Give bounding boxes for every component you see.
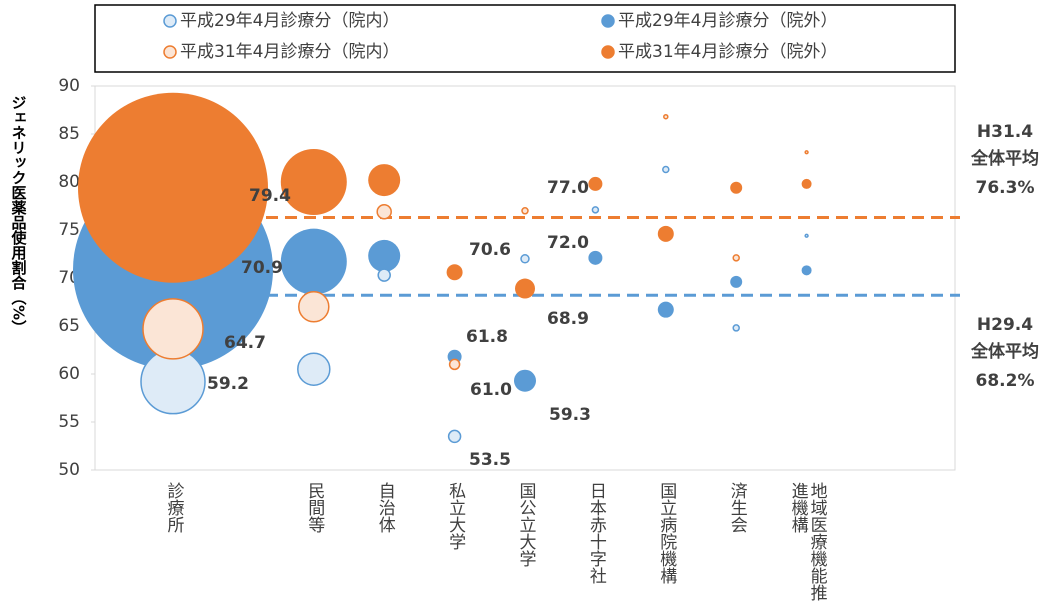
x-tick-label: 日本赤十字社 (585, 482, 606, 584)
bubble (142, 298, 204, 360)
bubble (298, 291, 330, 323)
bubble (377, 268, 391, 282)
data-label: 59.2 (207, 374, 249, 394)
bubble (591, 206, 600, 214)
y-tick-label: 90 (58, 76, 80, 96)
bubble (368, 164, 401, 197)
bubble (78, 92, 268, 283)
data-label: 77.0 (547, 178, 589, 198)
legend-marker (163, 14, 177, 28)
y-axis-label: ジェネリック医薬品使用割合（%） (9, 95, 28, 336)
legend-marker (601, 45, 615, 59)
bubble (801, 178, 812, 189)
bubble (447, 429, 462, 444)
bubble (520, 254, 530, 264)
bubble (732, 254, 740, 262)
bubble (376, 204, 392, 220)
reference-sublabel: 全体平均 (970, 341, 1039, 362)
reference-label: H31.4 (977, 122, 1033, 142)
bubble (515, 278, 535, 299)
bubble (657, 225, 674, 242)
y-tick-label: 55 (58, 412, 80, 432)
x-tick-label: 済生会 (726, 482, 747, 533)
bubble (368, 239, 401, 272)
bubble (280, 228, 347, 295)
data-label: 53.5 (469, 450, 511, 470)
data-label: 70.9 (241, 258, 283, 278)
bubble (663, 113, 669, 120)
y-tick-label: 50 (58, 460, 80, 480)
bubble (657, 301, 674, 318)
x-tick-label: 地域医療機能推進機構 (787, 482, 827, 601)
y-tick-label: 60 (58, 364, 80, 384)
bubble (662, 165, 670, 174)
bubble (730, 275, 743, 288)
legend-marker (601, 14, 615, 28)
data-label: 61.0 (470, 380, 512, 400)
x-tick-label: 自治体 (374, 482, 395, 533)
data-label: 72.0 (547, 233, 589, 253)
bubble (730, 181, 743, 194)
bubble (732, 324, 740, 332)
y-tick-label: 75 (58, 220, 80, 240)
legend-label: 平成29年4月診療分（院内） (180, 11, 399, 31)
y-tick-label: 80 (58, 172, 80, 192)
legend-label: 平成31年4月診療分（院外） (618, 42, 837, 62)
legend-label: 平成31年4月診療分（院内） (180, 42, 399, 62)
legend-box (94, 4, 956, 73)
y-tick-label: 65 (58, 316, 80, 336)
data-label: 70.6 (469, 240, 511, 260)
reference-value: 68.2% (976, 371, 1035, 391)
bubble (297, 352, 331, 386)
x-tick-label: 私立大学 (445, 482, 466, 550)
y-tick-label: 85 (58, 124, 80, 144)
data-label: 59.3 (549, 405, 591, 425)
bubble (448, 358, 461, 371)
bubble (514, 369, 536, 392)
x-tick-label: 診療所 (163, 482, 184, 533)
bubble (801, 265, 812, 276)
bubble (446, 264, 463, 281)
bubble (521, 207, 529, 215)
bubble (588, 250, 603, 265)
bubble (804, 150, 809, 155)
x-tick-label: 国公立大学 (515, 482, 536, 567)
data-label: 61.8 (466, 327, 508, 347)
reference-value: 76.3% (976, 178, 1035, 198)
data-label: 68.9 (547, 309, 589, 329)
x-tick-label: 国立病院機構 (656, 482, 677, 584)
data-label: 79.4 (249, 186, 291, 206)
reference-label: H29.4 (977, 315, 1033, 335)
legend-label: 平成29年4月診療分（院外） (618, 11, 837, 31)
bubble (588, 176, 603, 191)
bubble (804, 233, 809, 238)
reference-sublabel: 全体平均 (970, 148, 1039, 169)
data-label: 64.7 (224, 333, 266, 353)
legend-marker (163, 45, 177, 59)
x-tick-label: 民間等 (304, 482, 325, 533)
bubble (280, 149, 347, 215)
